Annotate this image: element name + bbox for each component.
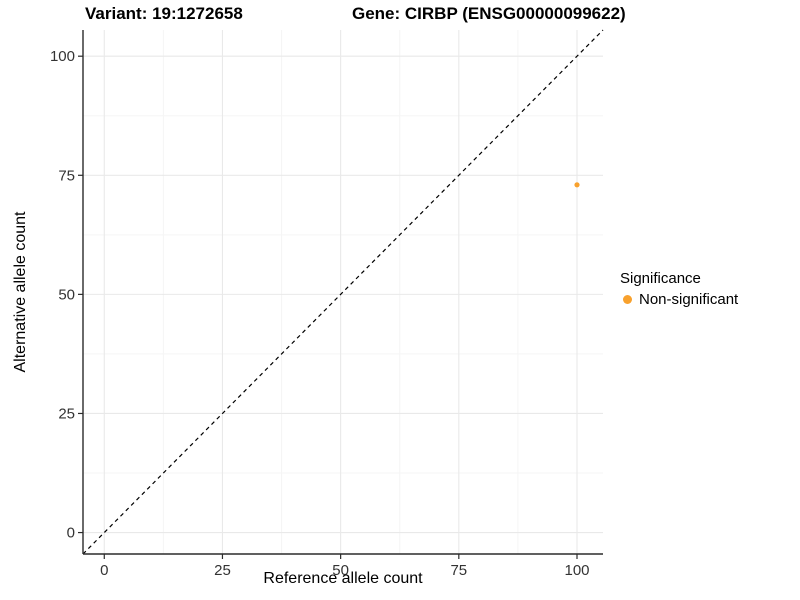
x-tick-label: 50	[332, 562, 349, 579]
y-tick-label: 100	[50, 48, 75, 65]
identity-dashed-line	[82, 29, 604, 555]
plot-title-variant: Variant: 19:1272658	[85, 4, 243, 23]
plot-title-gene: Gene: CIRBP (ENSG00000099622)	[352, 4, 626, 23]
x-tick-label: 0	[100, 562, 108, 579]
legend-title: Significance	[620, 270, 701, 287]
legend: Significance Non-significant	[620, 270, 738, 308]
y-axis-title: Alternative allele count	[12, 211, 29, 373]
legend-entry-label: Non-significant	[639, 291, 739, 308]
y-tick-label: 75	[58, 167, 75, 184]
y-tick-label: 25	[58, 405, 75, 422]
legend-entry: Non-significant	[620, 291, 738, 308]
x-axis-title: Reference allele count	[263, 570, 423, 587]
x-tick-label: 25	[214, 562, 231, 579]
circle-point-icon	[623, 295, 632, 304]
x-tick-label: 100	[564, 562, 589, 579]
y-tick-label: 50	[58, 286, 75, 303]
x-tick-label: 75	[450, 562, 467, 579]
data-point	[574, 182, 580, 188]
y-tick-label: 0	[67, 525, 75, 542]
